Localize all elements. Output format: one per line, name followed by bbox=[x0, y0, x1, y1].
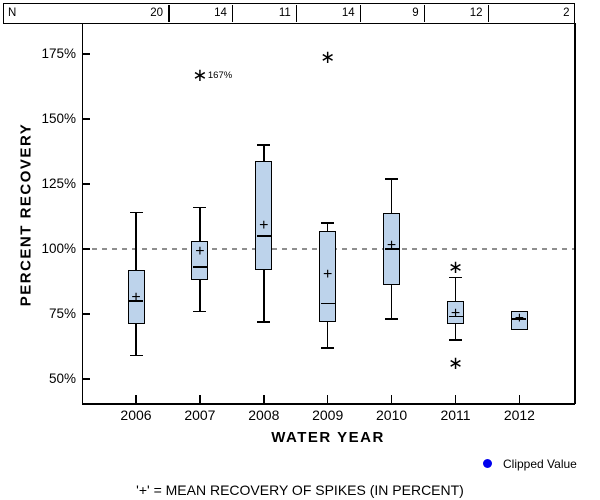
y-axis-tick bbox=[83, 248, 90, 250]
x-axis-tick bbox=[135, 395, 137, 403]
n-table-cell: 11 bbox=[278, 7, 291, 19]
median-line bbox=[384, 248, 399, 250]
x-axis-line bbox=[81, 403, 575, 405]
n-table-divider bbox=[487, 4, 489, 22]
mean-plus-marker: + bbox=[195, 242, 205, 260]
n-table-cell: 20 bbox=[150, 7, 163, 19]
n-table-divider bbox=[295, 4, 298, 22]
outlier-asterisk-marker: ∗ bbox=[447, 257, 464, 278]
x-axis-tick bbox=[326, 395, 329, 403]
mean-plus-marker: + bbox=[386, 237, 397, 255]
whisker-cap-top bbox=[129, 211, 143, 214]
y-tick-label: 125% bbox=[41, 176, 76, 191]
mean-plus-marker: + bbox=[450, 305, 461, 322]
n-table-divider bbox=[231, 4, 234, 22]
whisker-cap-bottom bbox=[321, 347, 335, 349]
x-tick-label: 2006 bbox=[120, 407, 152, 423]
x-axis-tick bbox=[263, 395, 265, 403]
outlier-asterisk-marker: ∗ bbox=[192, 64, 208, 85]
y-axis-tick bbox=[83, 378, 90, 380]
n-table-cell: 14 bbox=[341, 7, 355, 19]
mean-plus-marker: + bbox=[259, 216, 269, 234]
y-axis-title: PERCENT RECOVERY bbox=[17, 122, 35, 307]
iqr-box bbox=[319, 230, 337, 322]
median-line bbox=[448, 315, 463, 318]
x-axis-tick bbox=[454, 395, 457, 403]
mean-plus-marker: + bbox=[514, 310, 525, 328]
mean-plus-marker: + bbox=[131, 289, 141, 307]
plot-right-border bbox=[574, 23, 576, 404]
y-axis-line bbox=[81, 23, 83, 404]
clipped-value-legend-label: Clipped Value bbox=[503, 457, 577, 471]
iqr-box bbox=[447, 301, 464, 325]
y-axis-tick bbox=[83, 53, 90, 55]
whisker-cap-bottom bbox=[257, 321, 271, 323]
y-tick-label: 50% bbox=[48, 371, 76, 386]
x-axis-title: WATER YEAR bbox=[271, 429, 385, 446]
y-axis-tick bbox=[83, 118, 90, 120]
x-axis-tick bbox=[390, 395, 393, 403]
iqr-box bbox=[191, 241, 209, 281]
mean-plus-marker: + bbox=[323, 266, 333, 283]
median-line bbox=[320, 302, 335, 305]
n-table-cell: 2 bbox=[563, 7, 570, 19]
n-table-cell: 12 bbox=[469, 7, 483, 19]
n-table-border bbox=[3, 3, 575, 24]
whisker-cap-top bbox=[193, 206, 207, 209]
n-table-divider bbox=[359, 4, 362, 22]
n-table-row-label: N bbox=[8, 7, 17, 19]
y-tick-label: 100% bbox=[41, 241, 76, 256]
y-tick-label: 75% bbox=[48, 306, 76, 321]
whisker-cap-top bbox=[449, 276, 462, 279]
x-axis-tick bbox=[199, 395, 201, 403]
whisker-cap-top bbox=[257, 144, 271, 146]
whisker-cap-bottom bbox=[193, 310, 207, 313]
whisker-cap-bottom bbox=[385, 318, 399, 320]
outlier-value-label: 167% bbox=[207, 69, 233, 81]
n-table-cell: 9 bbox=[412, 7, 419, 19]
mean-recovery-footnote: '+' = MEAN RECOVERY OF SPIKES (IN PERCEN… bbox=[136, 482, 464, 498]
median-line bbox=[512, 318, 527, 320]
whisker-cap-bottom bbox=[449, 339, 462, 341]
y-axis-tick bbox=[83, 183, 90, 185]
median-line bbox=[129, 300, 143, 302]
n-table-cell: 14 bbox=[214, 7, 227, 19]
iqr-box bbox=[255, 160, 273, 270]
x-tick-label: 2009 bbox=[312, 407, 344, 423]
median-line bbox=[256, 235, 271, 237]
outlier-asterisk-marker: ∗ bbox=[447, 353, 464, 374]
whisker-cap-top bbox=[321, 222, 335, 224]
median-line bbox=[192, 266, 207, 268]
x-tick-label: 2011 bbox=[440, 407, 471, 423]
x-axis-tick bbox=[518, 395, 521, 403]
outlier-asterisk-marker: ∗ bbox=[320, 46, 336, 67]
x-tick-label: 2010 bbox=[376, 407, 408, 423]
x-tick-label: 2012 bbox=[503, 407, 535, 423]
x-tick-label: 2008 bbox=[248, 407, 280, 423]
whisker-cap-bottom bbox=[129, 354, 143, 357]
x-tick-label: 2007 bbox=[184, 407, 216, 423]
iqr-box bbox=[127, 269, 145, 325]
iqr-box bbox=[510, 311, 528, 330]
n-table-divider bbox=[423, 4, 426, 22]
whisker-cap-top bbox=[385, 178, 399, 180]
clipped-value-dot-icon bbox=[483, 459, 492, 468]
n-table-divider bbox=[168, 4, 170, 22]
y-tick-label: 175% bbox=[41, 46, 76, 61]
y-tick-label: 150% bbox=[41, 111, 76, 126]
y-axis-tick bbox=[83, 313, 90, 315]
